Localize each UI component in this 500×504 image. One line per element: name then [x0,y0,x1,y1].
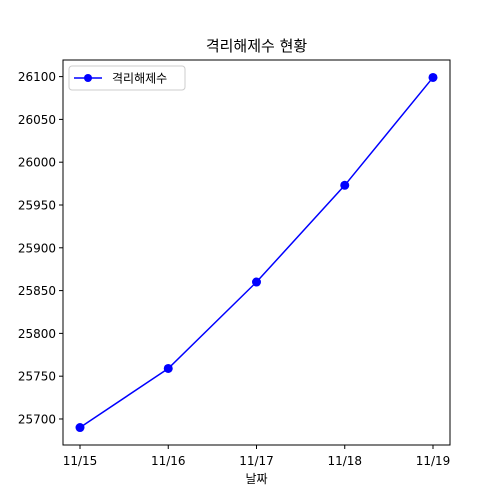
legend: 격리해제수 [68,65,186,91]
data-point [340,180,350,190]
data-point [163,363,173,373]
x-tick-label: 11/18 [327,454,362,468]
y-tick-label: 26050 [18,113,56,127]
x-tick-label: 11/19 [416,454,451,468]
y-tick-label: 26000 [18,156,56,170]
y-tick-label: 25950 [18,198,56,212]
legend-label: 격리해제수 [112,72,167,86]
y-axis: 25700 25750 25800 25850 25900 25950 26000 26050… [18,70,63,426]
data-point [75,423,85,433]
x-tick-label: 11/16 [151,454,186,468]
y-tick-label: 25850 [18,284,56,298]
y-tick-label: 25700 [18,412,56,426]
data-point [428,72,438,82]
y-tick-label: 25800 [18,327,56,341]
y-tick-label: 26100 [18,70,56,84]
legend-point-marker [84,74,92,82]
x-tick-label: 11/17 [239,454,274,468]
x-axis-label: 날짜 [245,472,267,486]
chart-title: 격리해제수 현황 [206,37,308,55]
plot-frame [62,59,451,446]
plot-area [63,60,450,445]
series-layer [75,72,438,433]
y-tick-label: 25900 [18,241,56,255]
data-point [252,277,261,287]
legend-box [68,65,186,91]
x-axis: 11/15 11/16 11/17 11/18 11/19 [63,445,451,468]
y-tick-label: 25750 [18,370,56,384]
x-tick-label: 11/15 [63,454,98,468]
